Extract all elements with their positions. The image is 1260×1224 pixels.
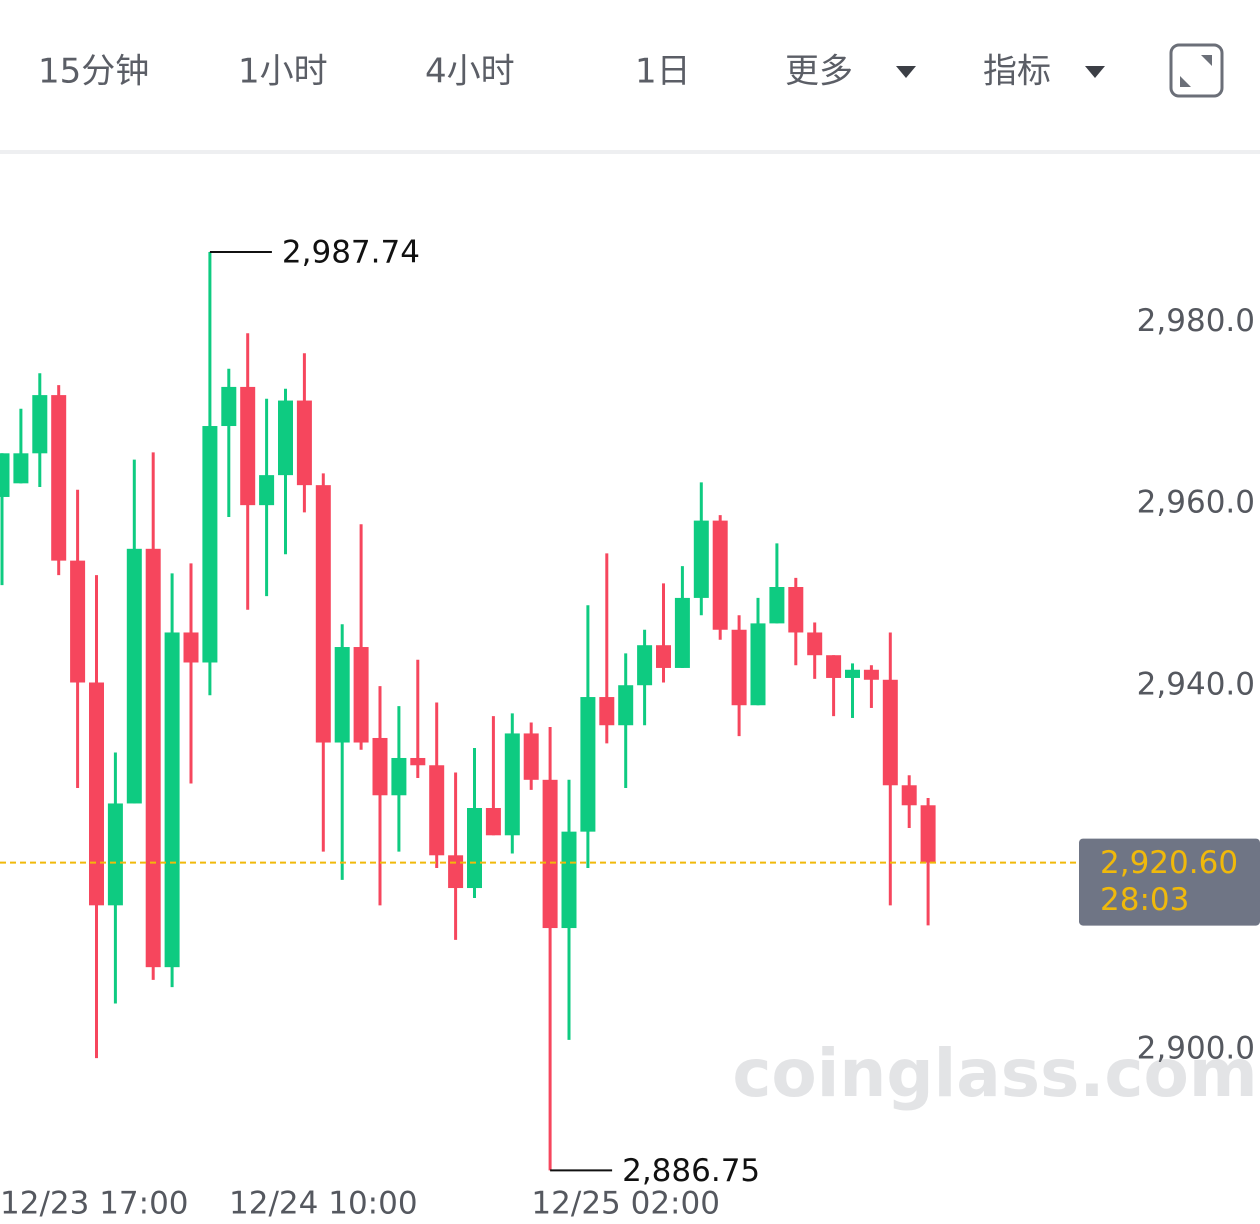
candle-body: [107, 803, 123, 906]
candle-body: [240, 386, 256, 506]
y-tick-label: 2,900.0: [1137, 1030, 1255, 1066]
candle-body: [448, 855, 464, 889]
candle-body: [126, 548, 142, 804]
candle-body: [32, 395, 48, 454]
candle-body: [372, 737, 388, 796]
candle-body: [89, 682, 104, 906]
candle-body: [485, 808, 501, 836]
dropdown-arrow[interactable]: [896, 66, 916, 78]
price-tag-value: 2,920.60: [1100, 845, 1238, 881]
candle-body: [693, 520, 709, 598]
watermark: coinglass.com: [732, 1035, 1257, 1112]
annotation-label: 2,886.75: [622, 1153, 760, 1189]
candle-body: [637, 645, 653, 686]
candle-body: [901, 785, 917, 806]
y-tick-label: 2,980.0: [1137, 303, 1255, 339]
x-tick-label: 12/25 02:00: [531, 1186, 720, 1222]
candle-body: [315, 485, 331, 743]
price-tag-countdown: 28:03: [1100, 882, 1189, 918]
candle-body: [221, 386, 237, 427]
menu-button[interactable]: 指标: [983, 52, 1051, 92]
y-tick-label: 2,960.0: [1137, 485, 1255, 521]
candle-body: [580, 697, 596, 832]
candle-body: [523, 733, 539, 780]
candle-body: [145, 548, 161, 968]
candle-body: [202, 426, 218, 663]
candle-body: [353, 647, 369, 743]
candle-body: [807, 632, 823, 656]
candle-body: [278, 400, 293, 476]
candle-body: [845, 669, 860, 678]
candle-body: [561, 831, 577, 929]
candle-body: [183, 632, 199, 663]
timeframe-tab[interactable]: 15分钟: [38, 52, 149, 92]
fullscreen-icon: [1180, 55, 1212, 87]
timeframe-tab[interactable]: 1小时: [238, 52, 328, 92]
candle-body: [51, 395, 67, 561]
candle-body: [731, 629, 747, 706]
candle-body: [391, 757, 407, 796]
x-tick-label: 12/24 10:00: [229, 1186, 418, 1222]
candle-body: [920, 805, 936, 863]
candle-body: [674, 597, 690, 668]
candle-body: [542, 779, 558, 929]
candle-body: [334, 647, 350, 743]
price-tag: [1079, 838, 1260, 926]
candle-body: [618, 685, 634, 726]
timeframe-tab[interactable]: 1日: [635, 52, 691, 92]
candle-body: [467, 808, 482, 889]
candle-body: [0, 453, 10, 497]
toolbar: 15分钟 1小时 4小时 1日 更多 指标: [38, 43, 1224, 98]
candle-body: [788, 587, 804, 633]
candle-body: [410, 757, 426, 766]
candle-body: [164, 632, 180, 968]
dropdown-arrow[interactable]: [1085, 66, 1105, 78]
menu-button[interactable]: 更多: [785, 52, 853, 92]
candle-body: [769, 587, 785, 624]
x-tick-label: 12/23 17:00: [0, 1186, 189, 1222]
candle-body: [429, 765, 445, 856]
candle-body: [750, 623, 766, 706]
candle-body: [13, 453, 29, 484]
candle-body: [656, 645, 671, 668]
fullscreen-button[interactable]: [1169, 43, 1224, 98]
candle-body: [599, 697, 615, 726]
candle-body: [826, 655, 842, 678]
y-tick-label: 2,940.0: [1137, 667, 1255, 703]
candle-body: [70, 560, 86, 683]
candle-body: [296, 400, 312, 486]
candle-body: [882, 679, 898, 786]
separator: [0, 150, 1260, 154]
candle-body: [504, 733, 520, 836]
candle-body: [259, 475, 275, 506]
timeframe-tab[interactable]: 4小时: [425, 52, 515, 92]
candle-body: [712, 520, 728, 630]
annotation-label: 2,987.74: [282, 234, 420, 270]
candle-body: [863, 669, 879, 680]
